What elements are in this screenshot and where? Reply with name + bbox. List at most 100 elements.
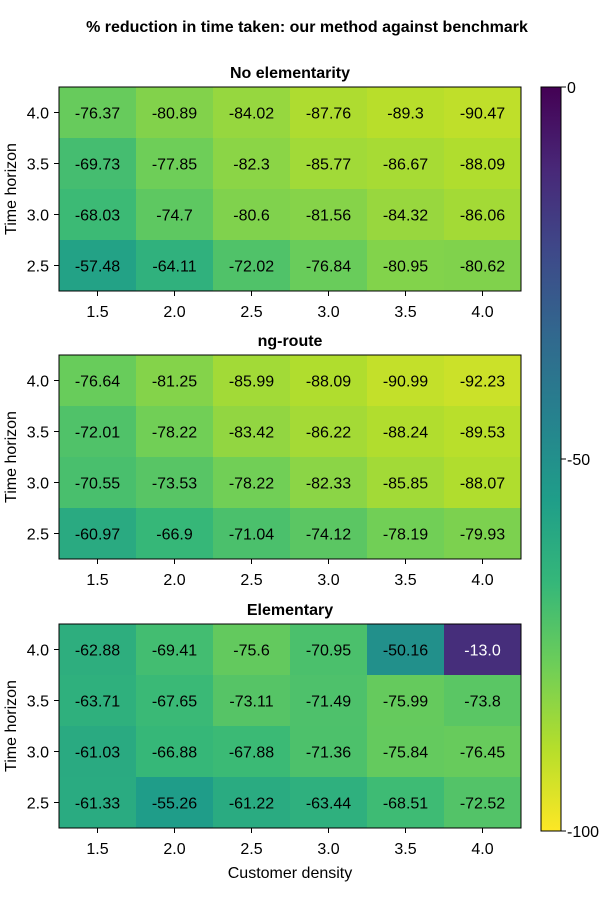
cell-value-label: -86.22 <box>306 425 351 442</box>
cell-value-label: -78.22 <box>229 476 274 493</box>
heatmap-cell <box>136 87 214 139</box>
cell-value-label: -69.41 <box>152 643 197 660</box>
heatmap-cell <box>290 406 368 458</box>
heatmap-cell <box>59 406 137 458</box>
cell-value-label: -63.44 <box>306 796 351 813</box>
x-tick-label: 2.0 <box>163 304 185 321</box>
cell-value-label: -71.49 <box>306 694 351 711</box>
cell-value-label: -77.85 <box>152 157 197 174</box>
cell-value-label: -68.03 <box>75 208 120 225</box>
heatmap-cell <box>444 726 522 778</box>
cell-value-label: -72.52 <box>460 796 505 813</box>
cell-value-label: -61.22 <box>229 796 274 813</box>
cell-value-label: -72.02 <box>229 259 274 276</box>
heatmap-cell <box>367 189 445 241</box>
heatmap-cell <box>367 240 445 292</box>
cell-value-label: -76.45 <box>460 745 505 762</box>
heatmap-cell <box>136 508 214 560</box>
cell-value-label: -71.36 <box>306 745 351 762</box>
y-tick-label: 2.5 <box>27 527 49 544</box>
x-tick-label: 3.0 <box>317 304 339 321</box>
heatmap-panel: Elementary -62.88 -69.41 -75.6 -70.95 -50.16 -… <box>3 602 522 882</box>
heatmap-cell <box>290 457 368 509</box>
cell-value-label: -88.24 <box>383 425 428 442</box>
heatmap-cell <box>136 406 214 458</box>
heatmap-cell <box>136 189 214 241</box>
heatmap-cell <box>444 138 522 190</box>
heatmap-cell <box>367 675 445 727</box>
heatmap-cell <box>444 406 522 458</box>
heatmap-cell <box>290 726 368 778</box>
cell-value-label: -67.88 <box>229 745 274 762</box>
heatmap-cell <box>367 355 445 407</box>
cell-value-label: -86.67 <box>383 157 428 174</box>
heatmap-cell <box>213 624 291 676</box>
panel-title: Elementary <box>247 602 333 619</box>
cell-value-label: -67.65 <box>152 694 197 711</box>
plot-frame <box>58 86 522 292</box>
heatmap-cell <box>444 240 522 292</box>
heatmap-cell <box>59 355 137 407</box>
x-tick-label: 2.0 <box>163 572 185 589</box>
y-tick-label: 3.0 <box>27 745 49 762</box>
cell-value-label: -76.84 <box>306 259 351 276</box>
heatmap-cell <box>213 508 291 560</box>
cell-value-label: -88.09 <box>460 157 505 174</box>
panel-title: No elementarity <box>230 65 350 82</box>
panel-title: ng-route <box>258 333 323 350</box>
cell-value-label: -73.8 <box>464 694 501 711</box>
heatmap-cell <box>59 189 137 241</box>
y-tick-label: 4.0 <box>27 643 49 660</box>
cell-value-label: -61.33 <box>75 796 120 813</box>
x-tick-label: 3.0 <box>317 572 339 589</box>
cell-value-label: -88.09 <box>306 374 351 391</box>
heatmap-cell <box>290 87 368 139</box>
cell-value-label: -85.77 <box>306 157 351 174</box>
x-tick-label: 1.5 <box>86 841 108 858</box>
x-tick-label: 4.0 <box>471 304 493 321</box>
cell-value-label: -80.89 <box>152 106 197 123</box>
cell-value-label: -80.95 <box>383 259 428 276</box>
y-axis-label: Time horizon <box>3 143 20 235</box>
heatmap-cell <box>136 240 214 292</box>
heatmap-cell <box>136 138 214 190</box>
heatmap-cell <box>444 355 522 407</box>
heatmap-cell <box>367 624 445 676</box>
cell-value-label: -61.03 <box>75 745 120 762</box>
y-tick-label: 3.0 <box>27 208 49 225</box>
heatmap-cell <box>59 726 137 778</box>
cell-value-label: -87.76 <box>306 106 351 123</box>
cell-value-label: -84.32 <box>383 208 428 225</box>
cell-value-label: -62.88 <box>75 643 120 660</box>
heatmap-cell <box>367 508 445 560</box>
heatmap-cell <box>367 87 445 139</box>
heatmap-cell <box>59 457 137 509</box>
heatmap-cell <box>136 675 214 727</box>
heatmap-cell <box>59 624 137 676</box>
y-tick-label: 3.5 <box>27 425 49 442</box>
y-axis-label: Time horizon <box>3 680 20 772</box>
cell-value-label: -13.0 <box>464 643 501 660</box>
x-tick-label: 1.5 <box>86 304 108 321</box>
cell-value-label: -75.6 <box>233 643 270 660</box>
heatmap-cell <box>136 777 214 829</box>
cell-value-label: -73.11 <box>229 694 273 711</box>
heatmap-cell <box>290 138 368 190</box>
cell-value-label: -79.93 <box>460 527 505 544</box>
y-tick-label: 4.0 <box>27 106 49 123</box>
cell-value-label: -89.53 <box>460 425 505 442</box>
heatmap-cell <box>59 777 137 829</box>
cell-value-label: -82.3 <box>233 157 270 174</box>
cell-value-label: -85.85 <box>383 476 428 493</box>
cell-value-label: -81.56 <box>306 208 351 225</box>
heatmap-cell <box>213 406 291 458</box>
heatmap-cell <box>444 189 522 241</box>
cell-value-label: -81.25 <box>152 374 197 391</box>
heatmap-cell <box>290 189 368 241</box>
cell-value-label: -78.22 <box>152 425 197 442</box>
cell-value-label: -60.97 <box>75 527 120 544</box>
plot-frame <box>58 354 522 560</box>
cell-value-label: -75.99 <box>383 694 428 711</box>
y-tick-label: 4.0 <box>27 374 49 391</box>
colorbar-tick-label: -100 <box>567 824 599 841</box>
